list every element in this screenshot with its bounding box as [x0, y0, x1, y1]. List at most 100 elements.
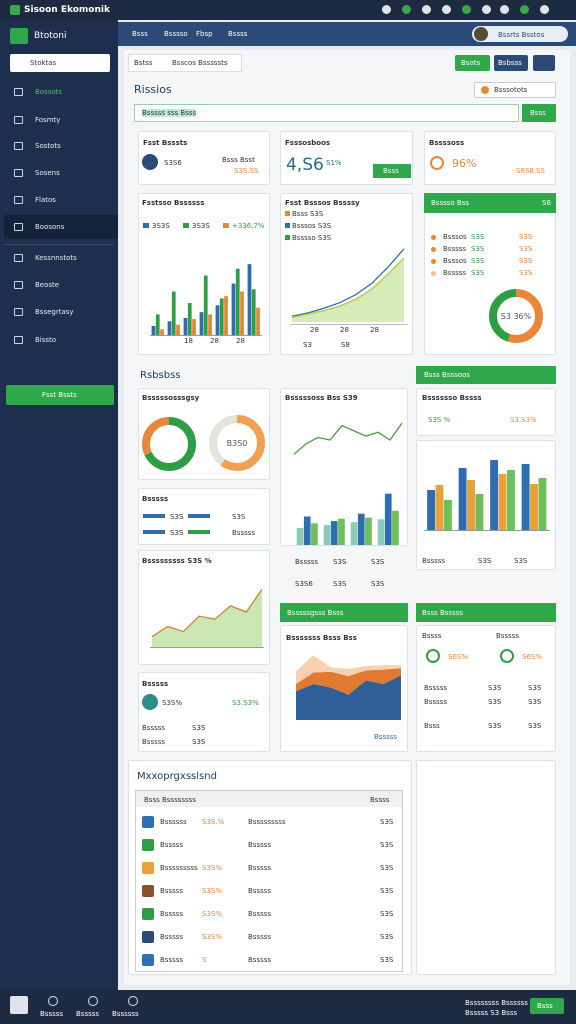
row-cell: Bsss [424, 722, 440, 730]
gauge-title: Bsssss [496, 632, 520, 640]
nav-item[interactable]: Beoste [35, 281, 60, 289]
search-button[interactable] [522, 104, 556, 122]
top-icon[interactable] [462, 5, 471, 14]
table-cell: S3S [380, 841, 394, 849]
nav-item[interactable]: Boosons [35, 223, 65, 231]
nav-item[interactable]: Flatos [35, 196, 56, 204]
nav-item[interactable]: Kessnnstots [35, 254, 77, 262]
table-header-cell: Bssss [370, 796, 390, 804]
kpi-icon [430, 156, 444, 170]
chart-title: Fsstsso Bssssss [142, 199, 205, 207]
donut-segment [209, 415, 265, 471]
section-title: Mxxoprgxsslsnd [137, 771, 217, 782]
search-field[interactable] [134, 104, 519, 122]
chart [427, 460, 547, 530]
top-icon[interactable] [540, 5, 549, 14]
bar [538, 478, 547, 530]
table-cell: S3S% [202, 910, 222, 918]
top-icon[interactable] [442, 5, 451, 14]
kpi-icon [142, 154, 158, 170]
top-icon[interactable] [402, 5, 411, 14]
action-label[interactable]: Bsbsss [498, 59, 522, 67]
bottom-icon[interactable] [48, 996, 58, 1006]
top-icon[interactable] [482, 5, 491, 14]
nav-item[interactable]: Sosens [35, 169, 60, 177]
top-icon[interactable] [500, 5, 509, 14]
card-action[interactable]: S6 [542, 199, 551, 207]
nav-item[interactable]: Sostots [35, 142, 61, 150]
search-box[interactable] [10, 54, 110, 72]
action-label[interactable]: Bsots [461, 59, 481, 67]
kpi-button[interactable] [373, 164, 411, 178]
nav-item[interactable]: Fosmty [35, 116, 61, 124]
legend-swatch [223, 223, 229, 228]
nav-item[interactable]: Bssegrtasy [35, 308, 74, 316]
bar [490, 460, 499, 530]
chart-title: Bsssssssss S3S % [142, 557, 212, 565]
top-icon[interactable] [520, 5, 529, 14]
bar [303, 516, 311, 545]
chart: B3S0 [209, 415, 265, 471]
search-text: Bsssss sss Bsss [142, 109, 197, 117]
kpi-button-label[interactable]: Bsss [383, 167, 399, 175]
stack-area [296, 655, 401, 684]
action-button[interactable] [455, 55, 490, 71]
bottom-label[interactable]: Bsssss [40, 1010, 64, 1018]
nav-icon [14, 308, 23, 316]
search-button-label[interactable]: Bsss [530, 109, 546, 117]
legend-label: 3S3S [152, 222, 170, 230]
nav-item[interactable]: Bossots [35, 88, 63, 96]
nav-icon [14, 223, 23, 231]
card-header [424, 193, 556, 213]
kpi-title: Fsssosboos [285, 139, 331, 147]
bar [192, 319, 196, 335]
table-cell: Bssssss [160, 818, 187, 826]
bottom-button-label[interactable]: Bsss [537, 1002, 553, 1010]
bar [176, 324, 180, 335]
action-button[interactable] [533, 55, 555, 71]
table-header-cell: Bsss Bssssssss [144, 796, 196, 804]
tab[interactable]: Bsss [132, 30, 148, 38]
row-cell: S3S [488, 722, 502, 730]
nav-item[interactable]: Bissto [35, 336, 57, 344]
table-cell: S3S% [202, 933, 222, 941]
row-icon [142, 954, 154, 966]
bottom-label[interactable]: Bsssss [76, 1010, 100, 1018]
bar [330, 521, 338, 545]
home-icon[interactable] [10, 996, 28, 1014]
row-cell: Bsssss [142, 738, 166, 746]
row-cell: S3S [192, 724, 206, 732]
row-icon [142, 931, 154, 943]
bar-title: Bsss Bsssoos [424, 371, 470, 379]
bar [467, 480, 475, 530]
bottom-icon[interactable] [128, 996, 138, 1006]
legend-swatch [285, 211, 290, 216]
donut-center: S3 36% [501, 312, 532, 321]
row-dot [431, 247, 436, 252]
top-icon[interactable] [422, 5, 431, 14]
row-cell: S3S [333, 558, 347, 566]
bar [171, 291, 176, 335]
gauge-title: Bssss [422, 632, 442, 640]
filter-select[interactable] [474, 82, 556, 98]
bottom-button[interactable] [530, 998, 564, 1014]
bottom-note: Bsssss S3 Bsss [465, 1009, 518, 1017]
tab[interactable]: Bssss [228, 30, 248, 38]
bar [357, 513, 365, 545]
top-icon[interactable] [382, 5, 391, 14]
user-chip[interactable] [472, 26, 568, 42]
bar [219, 298, 224, 335]
tab[interactable]: Fbsp [196, 30, 213, 38]
sidebar-button-label[interactable]: Fsst Bssts [42, 391, 77, 399]
legend-swatch [183, 223, 189, 228]
bottom-label[interactable]: Bssssss [112, 1010, 139, 1018]
action-button[interactable] [494, 55, 528, 71]
bar [521, 464, 530, 530]
tab[interactable]: Bsssso [164, 30, 188, 38]
axis [424, 530, 550, 531]
table-cell: S3S [380, 864, 394, 872]
green-bar [280, 603, 408, 622]
chart [296, 655, 401, 720]
bottom-icon[interactable] [88, 996, 98, 1006]
sidebar-button[interactable] [6, 385, 114, 405]
